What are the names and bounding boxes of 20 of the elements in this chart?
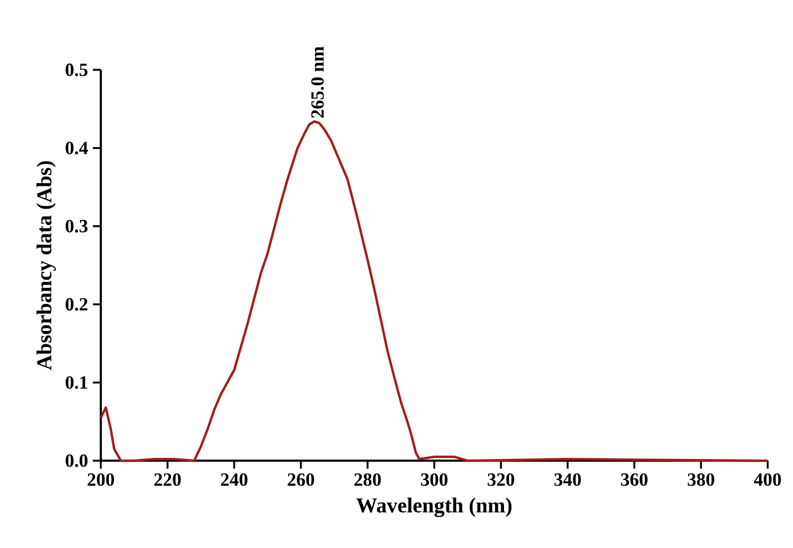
x-tick-label: 360 bbox=[621, 474, 648, 486]
x-tick-label: 320 bbox=[488, 474, 514, 486]
y-axis-title: Absorbancy data (Abs) bbox=[36, 161, 56, 370]
x-tick-label: 380 bbox=[688, 474, 714, 486]
x-tick-label: 240 bbox=[221, 474, 248, 486]
y-tick-label: 0.3 bbox=[66, 220, 88, 233]
x-tick-label: 280 bbox=[354, 474, 381, 486]
y-tick-label: 0.0 bbox=[66, 454, 88, 468]
x-tick-label: 260 bbox=[288, 474, 314, 486]
annotation: 265.0 nm bbox=[311, 46, 324, 118]
x-tick-label: 200 bbox=[88, 474, 114, 486]
x-tick-label: 300 bbox=[421, 474, 448, 486]
y-tick-label: 0.4 bbox=[66, 142, 88, 155]
x-tick-label: 220 bbox=[154, 474, 181, 486]
y-tick-label: 0.1 bbox=[66, 376, 88, 390]
x-tick-label: 340 bbox=[554, 474, 581, 486]
y-tick-label: 0.5 bbox=[66, 64, 88, 76]
y-tick-label: 0.2 bbox=[66, 298, 88, 311]
x-tick-label: 400 bbox=[754, 474, 781, 486]
x-axis-title: Wavelength (nm) bbox=[356, 498, 512, 518]
